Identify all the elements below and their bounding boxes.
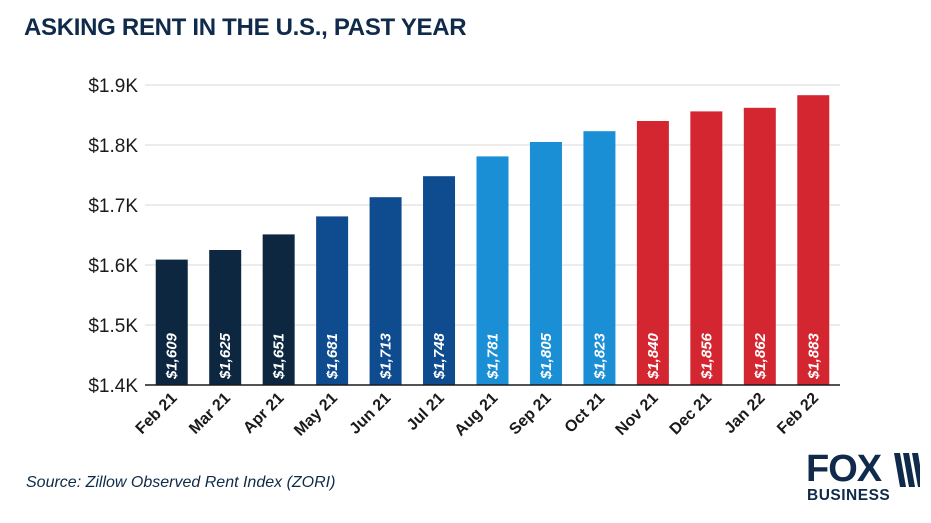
- bar: [155, 259, 188, 385]
- bar: [797, 95, 830, 385]
- bar: [423, 176, 456, 385]
- x-tick-label: Oct 21: [562, 390, 609, 437]
- bar: [316, 216, 349, 385]
- x-tick-label: Jul 21: [404, 390, 448, 434]
- bar-value-label: $1,823: [591, 332, 608, 380]
- y-tick-label: $1.5K: [88, 316, 138, 337]
- x-tick-label: Mar 21: [186, 390, 234, 438]
- fox-business-logo: FOX BUSINESS: [806, 448, 920, 507]
- logo-business-text: BUSINESS: [807, 487, 891, 504]
- logo-stripes-icon: [894, 453, 920, 487]
- bar: [583, 131, 616, 385]
- x-tick-label: Jun 21: [347, 390, 395, 438]
- x-tick-label: Aug 21: [452, 390, 502, 440]
- chart-title: ASKING RENT IN THE U.S., PAST YEAR: [24, 14, 467, 41]
- logo-fox-text: FOX: [806, 448, 882, 490]
- source-note: Source: Zillow Observed Rent Index (ZORI…: [26, 474, 336, 491]
- bar: [369, 197, 402, 385]
- bar: [262, 234, 295, 385]
- x-tick-label: Feb 22: [774, 390, 822, 438]
- bar: [476, 156, 509, 385]
- y-tick-label: $1.7K: [88, 196, 138, 217]
- bar: [743, 107, 776, 386]
- bar: [636, 121, 669, 385]
- y-tick-label: $1.9K: [88, 76, 138, 97]
- bar-value-label: $1,681: [324, 333, 341, 380]
- bar-value-label: $1,840: [645, 332, 662, 380]
- bar-value-label: $1,651: [271, 333, 288, 380]
- x-tick-label: May 21: [291, 390, 341, 440]
- x-tick-label: Sep 21: [506, 390, 555, 439]
- bars: $1,609 $1,625 $1,651 $1,681 $1,713 $1,748 $1,7…: [155, 95, 830, 386]
- bar: [690, 111, 723, 386]
- bar-value-label: $1,862: [752, 332, 769, 380]
- bar-value-label: $1,713: [378, 332, 395, 380]
- bar-value-label: $1,748: [431, 332, 448, 380]
- x-tick-label: Nov 21: [613, 390, 662, 439]
- bar-value-label: $1,781: [485, 333, 502, 380]
- bar-value-label: $1,856: [698, 332, 715, 380]
- y-axis-ticks: $1.4K $1.5K $1.6K $1.7K $1.8K $1.9K: [88, 76, 138, 397]
- bar-value-label: $1,805: [538, 332, 555, 380]
- x-tick-label: Dec 21: [667, 390, 716, 439]
- bar-value-label: $1,883: [805, 332, 822, 380]
- x-axis-ticks: Feb 21 Mar 21 Apr 21 May 21 Jun 21 Jul 21 Aug …: [133, 390, 822, 440]
- bar: [209, 250, 242, 385]
- y-tick-label: $1.6K: [88, 256, 138, 277]
- bar-value-label: $1,609: [164, 332, 181, 380]
- x-tick-label: Feb 21: [133, 390, 181, 438]
- x-tick-label: Apr 21: [240, 390, 287, 437]
- bar: [529, 142, 562, 385]
- y-tick-label: $1.8K: [88, 136, 138, 157]
- x-tick-label: Jan 22: [721, 390, 768, 437]
- bar-value-label: $1,625: [217, 332, 234, 380]
- y-tick-label: $1.4K: [88, 376, 138, 397]
